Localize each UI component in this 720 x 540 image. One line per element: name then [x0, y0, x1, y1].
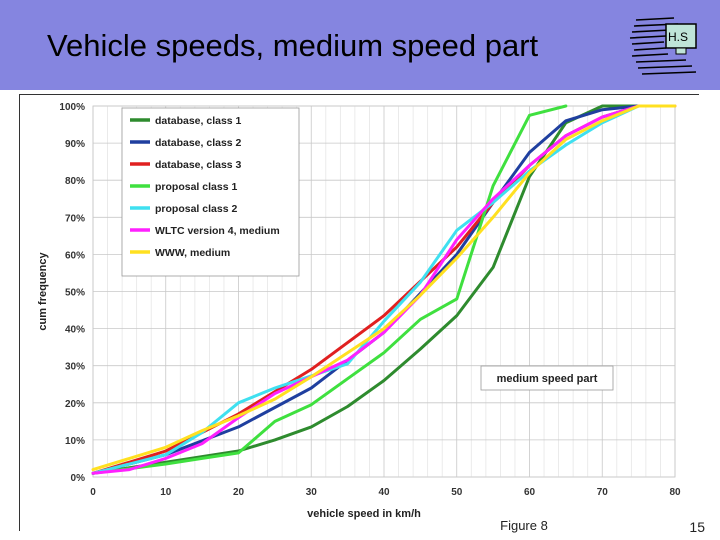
annotation-text: medium speed part [497, 373, 598, 385]
logo-text: H.S [668, 30, 689, 44]
title-banner: Vehicle speeds, medium speed part H.S [0, 0, 720, 90]
computer-logo-icon [629, 17, 697, 75]
x-tick-label: 0 [90, 487, 96, 498]
x-tick-label: 20 [233, 487, 245, 498]
x-tick-label: 40 [378, 487, 390, 498]
legend-label: WLTC version 4, medium [155, 225, 280, 237]
figure-label: Figure 8 [466, 516, 582, 536]
series-line-6 [91, 104, 677, 475]
y-tick-label: 0% [71, 473, 86, 484]
legend-label: proposal class 1 [155, 181, 237, 193]
y-tick-label: 60% [65, 250, 85, 261]
legend-label: database, class 3 [155, 159, 242, 171]
chart-frame: 0% 10% 20% 30% 40% 50% 60% 70% 80% 90% 100% 0 10 20 30… [19, 94, 699, 531]
annotation-box [480, 365, 614, 391]
cumulative-frequency-chart: 0% 10% 20% 30% 40% 50% 60% 70% 80% 90% 100% 0 10 20 30… [37, 102, 681, 520]
x-tick-label: 30 [306, 487, 318, 498]
y-tick-label: 70% [65, 213, 85, 224]
page-title: Vehicle speeds, medium speed part [47, 28, 539, 63]
legend-box [121, 107, 300, 277]
series-line-4 [91, 104, 568, 475]
y-tick-label: 10% [65, 436, 85, 447]
y-axis-label: cum frequency [37, 251, 49, 330]
page-number: 15 [689, 519, 705, 535]
y-tick-label: 100% [59, 102, 85, 113]
y-tick-label: 20% [65, 399, 85, 410]
x-axis-label: vehicle speed in km/h [307, 508, 421, 520]
x-tick-label: 50 [451, 487, 463, 498]
y-tick-label: 30% [65, 362, 85, 373]
x-tick-label: 80 [669, 487, 681, 498]
y-tick-label: 40% [65, 325, 85, 336]
legend-label: database, class 1 [155, 115, 242, 127]
x-tick-label: 10 [160, 487, 172, 498]
x-tick-label: 70 [597, 487, 609, 498]
x-tick-label: 60 [524, 487, 536, 498]
legend-label: database, class 2 [155, 137, 242, 149]
series-line-7 [91, 104, 677, 472]
y-tick-label: 80% [65, 176, 85, 187]
legend-label: WWW, medium [155, 247, 230, 259]
y-tick-label: 50% [65, 288, 85, 299]
legend-label: proposal class 2 [155, 203, 237, 215]
y-tick-label: 90% [65, 139, 85, 150]
